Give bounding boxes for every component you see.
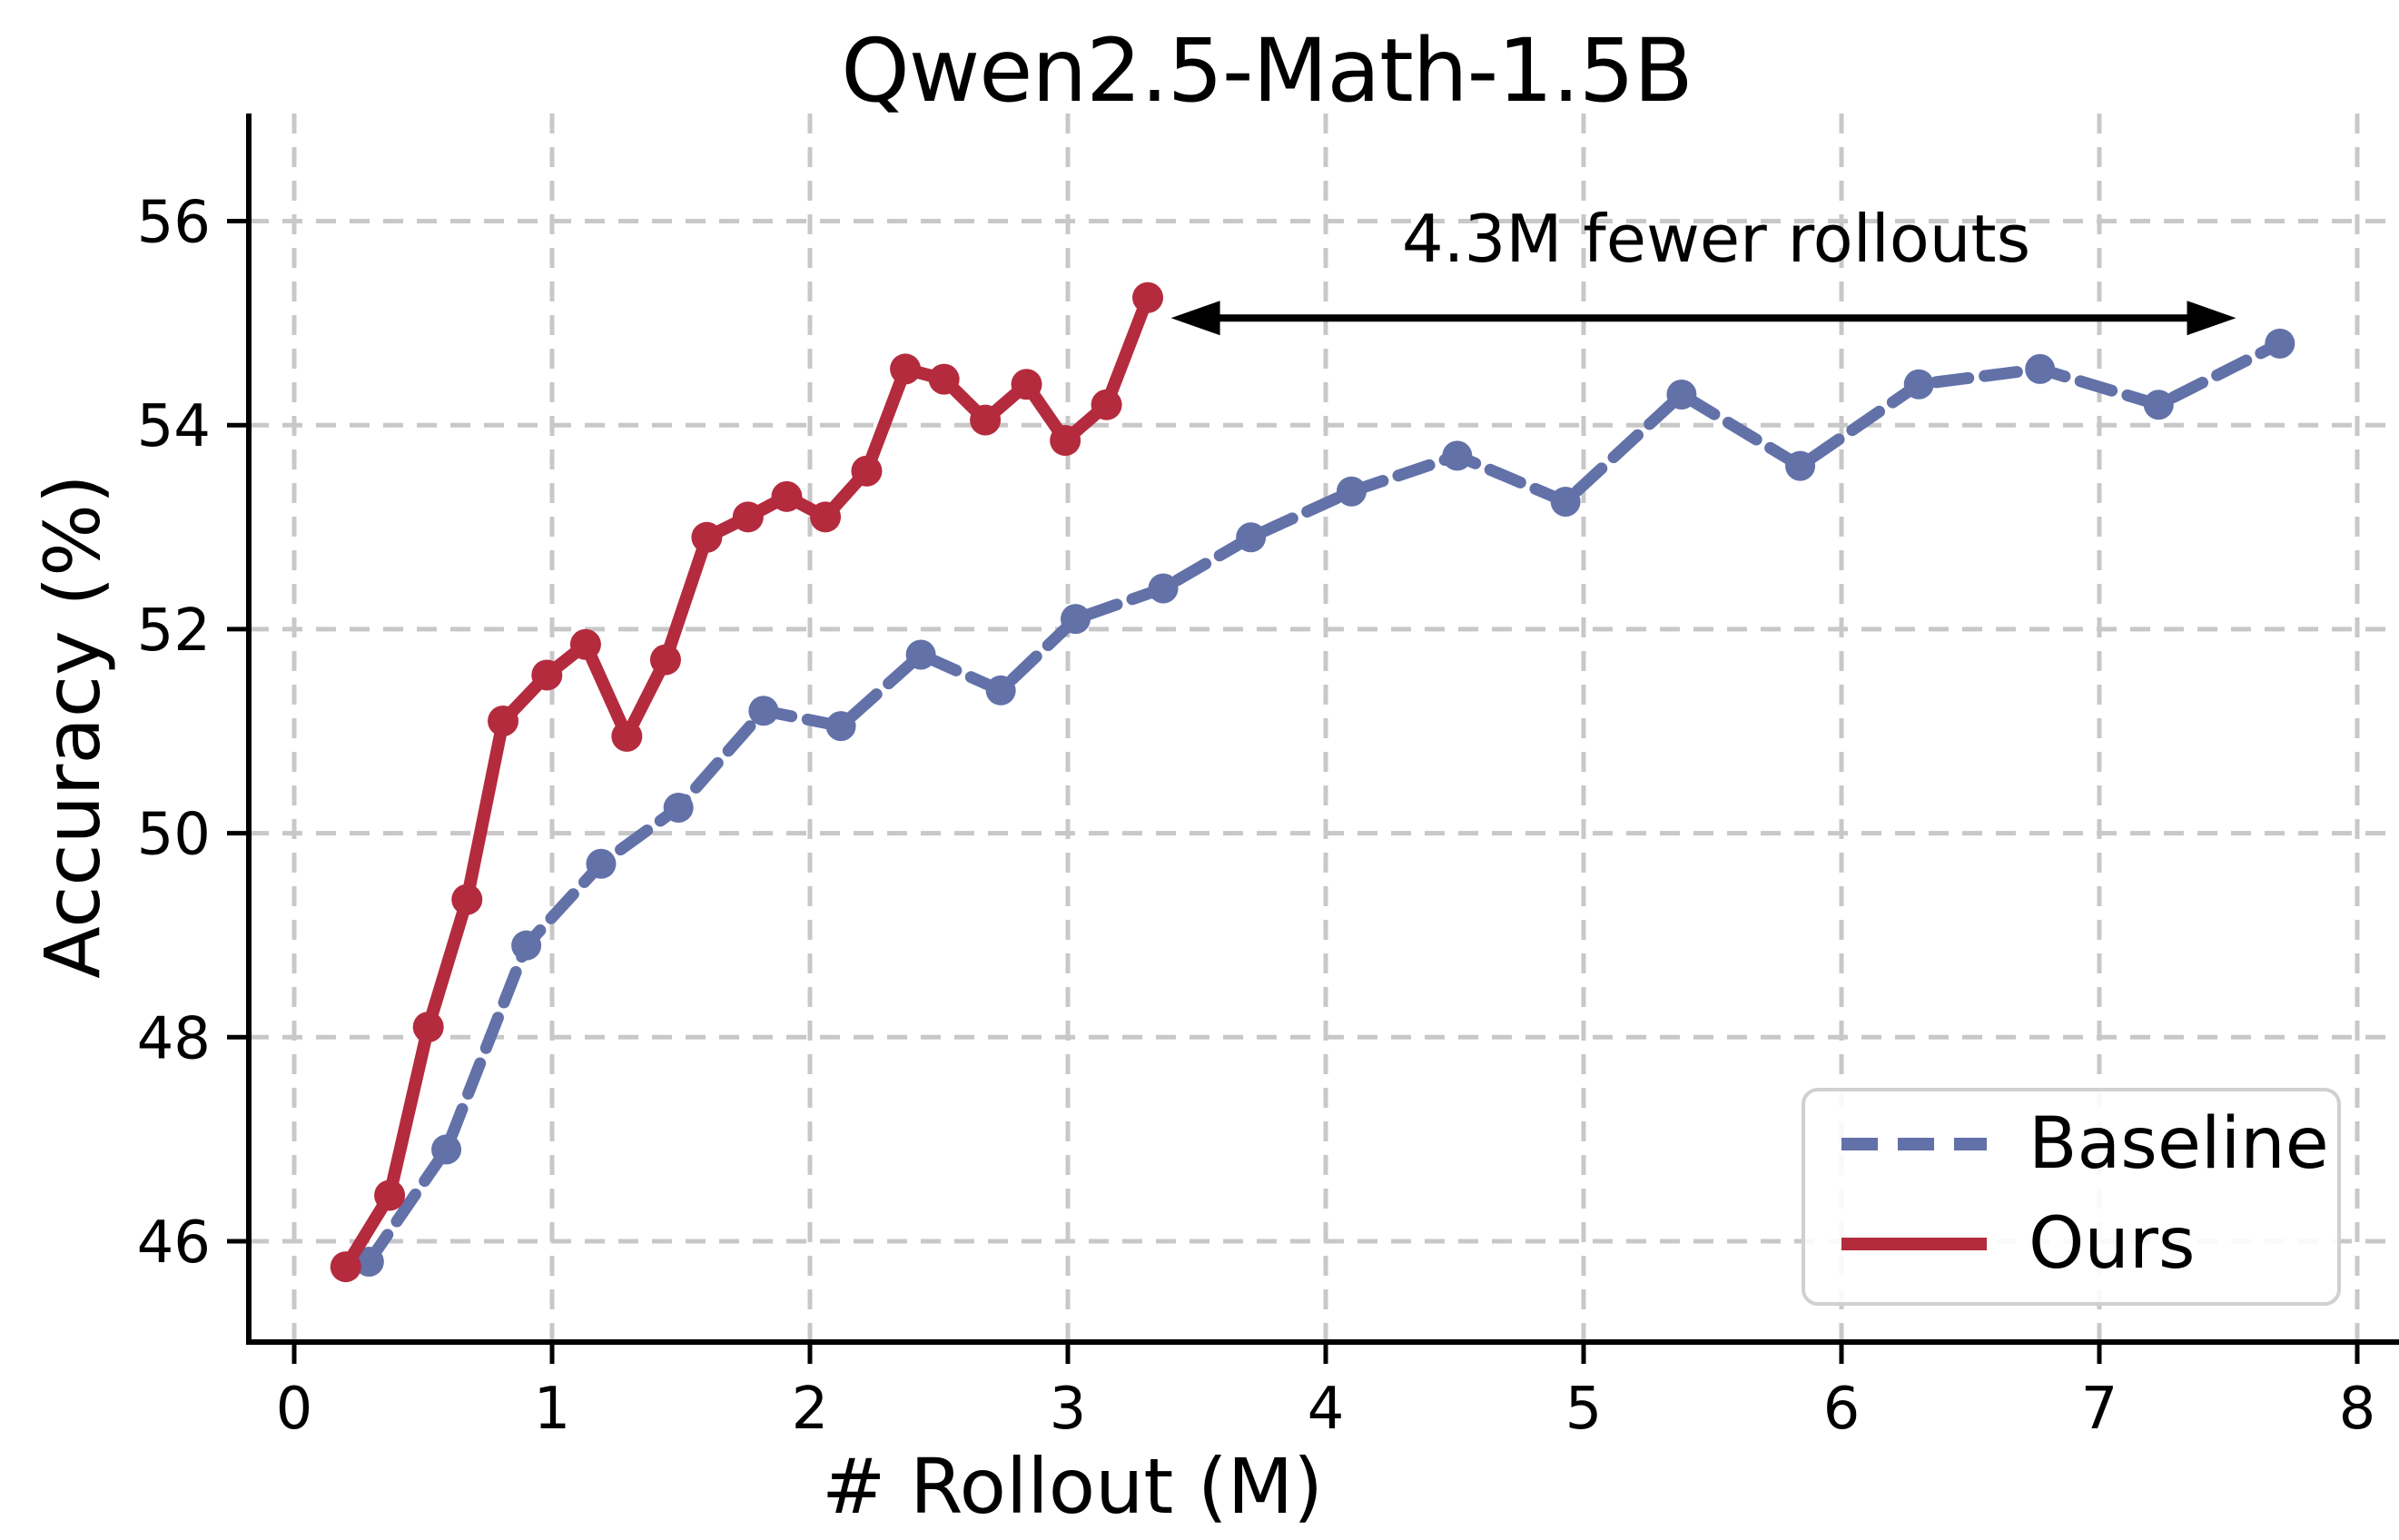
- x-tick-label: 8: [2339, 1376, 2376, 1443]
- ours-data-point: [851, 455, 883, 487]
- arrow-head-left: [1170, 301, 1220, 336]
- legend: Baseline Ours: [1802, 1088, 2341, 1306]
- x-tick-label: 0: [276, 1376, 313, 1443]
- baseline-data-point: [985, 675, 1016, 706]
- ours-data-point: [531, 659, 563, 691]
- ours-data-point: [649, 644, 681, 676]
- legend-entry-ours: Ours: [1838, 1208, 2196, 1280]
- ours-data-point: [611, 720, 643, 752]
- ours-data-point: [928, 363, 960, 395]
- y-tick-label: 54: [137, 393, 211, 460]
- y-tick-label: 50: [137, 802, 211, 869]
- ours-data-point: [771, 480, 803, 512]
- baseline-data-point: [1903, 369, 1934, 400]
- ours-data-point: [1050, 425, 1081, 457]
- baseline-data-point: [1666, 379, 1697, 410]
- baseline-data-point: [1236, 522, 1267, 553]
- baseline-data-point: [2265, 328, 2295, 359]
- ours-line: [339, 291, 1155, 1274]
- ours-data-point: [330, 1251, 361, 1283]
- x-tick-label: 5: [1565, 1376, 1603, 1443]
- baseline-data-point: [1785, 450, 1816, 481]
- baseline-data-point: [825, 711, 856, 742]
- baseline-data-point: [353, 1246, 384, 1277]
- chart-title: Qwen2.5-Math-1.5B: [841, 20, 1693, 122]
- y-tick-label: 46: [137, 1209, 211, 1277]
- legend-entry-baseline: Baseline: [1838, 1108, 2329, 1180]
- arrow-head-right: [2187, 301, 2236, 336]
- annotation-text: 4.3M fewer rollouts: [1401, 201, 2031, 277]
- baseline-data-point: [431, 1134, 462, 1165]
- legend-label-baseline: Baseline: [2029, 1103, 2329, 1185]
- baseline-data-point: [586, 848, 617, 879]
- y-tick-label: 52: [137, 597, 211, 665]
- baseline-data-point: [748, 696, 779, 726]
- ours-data-point: [1132, 281, 1164, 313]
- x-tick-label: 4: [1308, 1376, 1345, 1443]
- ours-data-point: [691, 521, 723, 553]
- x-tick-label: 2: [792, 1376, 829, 1443]
- baseline-data-point: [2143, 390, 2174, 420]
- baseline-data-point: [1336, 476, 1367, 507]
- ours-data-point: [1091, 389, 1122, 420]
- baseline-data-point: [663, 793, 694, 824]
- baseline-line-sample: [1841, 1138, 1987, 1150]
- ours-data-point: [569, 628, 601, 660]
- baseline-data-point: [2025, 353, 2056, 384]
- ours-data-point: [412, 1012, 444, 1043]
- x-tick-label: 3: [1050, 1376, 1087, 1443]
- x-tick-label: 6: [1823, 1376, 1861, 1443]
- ours-data-point: [890, 353, 922, 385]
- ours-data-point: [1011, 369, 1042, 400]
- baseline-data-point: [1442, 440, 1473, 471]
- x-tick-label: 7: [2081, 1376, 2118, 1443]
- ours-data-point: [970, 404, 1002, 436]
- baseline-data-point: [511, 930, 542, 961]
- x-tick-label: 1: [534, 1376, 571, 1443]
- baseline-data-point: [1148, 573, 1179, 604]
- legend-label-ours: Ours: [2029, 1203, 2196, 1285]
- y-tick-label: 56: [137, 190, 211, 257]
- baseline-data-point: [1061, 604, 1091, 635]
- ours-data-point: [732, 501, 764, 533]
- ours-data-point: [451, 884, 483, 915]
- y-axis-title: Accuracy (%): [28, 474, 117, 979]
- x-axis-title: # Rollout (M): [821, 1442, 1324, 1531]
- ours-data-point: [488, 706, 519, 737]
- ours-data-point: [810, 501, 842, 533]
- baseline-data-point: [905, 639, 936, 670]
- ours-data-point: [374, 1180, 406, 1211]
- baseline-data-point: [1550, 486, 1581, 517]
- y-tick-label: 48: [137, 1005, 211, 1072]
- ours-line-sample: [1841, 1238, 1987, 1250]
